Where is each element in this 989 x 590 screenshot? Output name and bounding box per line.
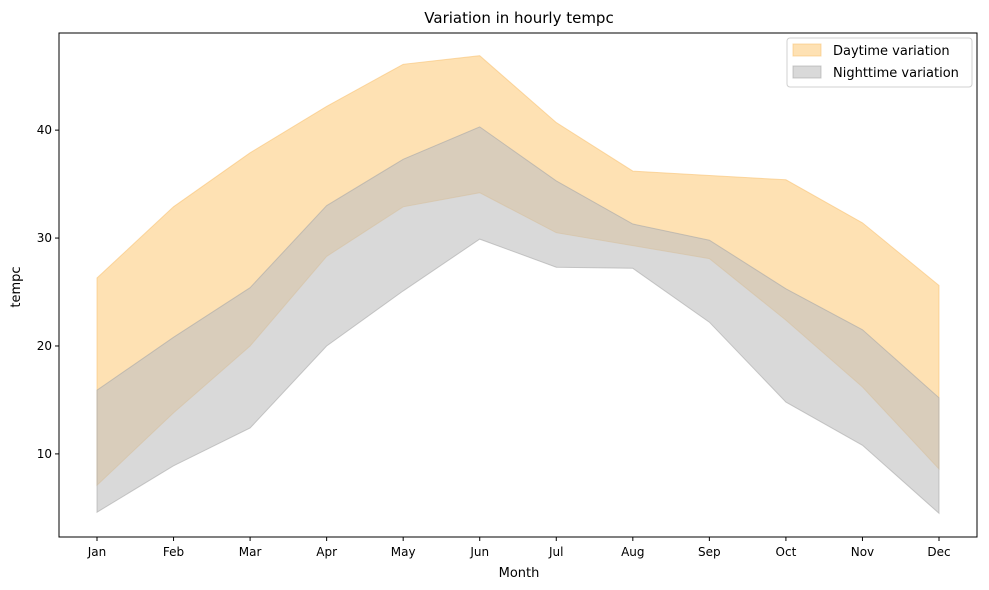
y-axis-label: tempc xyxy=(9,266,24,307)
legend: Daytime variation Nighttime variation xyxy=(786,37,973,88)
chart-title: Variation in hourly tempc xyxy=(424,9,613,27)
x-tick-label: Apr xyxy=(316,545,337,559)
x-tick-label: Sep xyxy=(698,545,721,559)
legend-box xyxy=(786,37,973,88)
plot-frame xyxy=(58,32,978,538)
x-tick-label: Jun xyxy=(469,545,489,559)
x-tick-label: Nov xyxy=(851,545,874,559)
x-tick-label: Mar xyxy=(239,545,262,559)
legend-label-daytime: Daytime variation xyxy=(833,44,950,59)
y-tick-label: 40 xyxy=(37,123,52,137)
legend-swatch-daytime xyxy=(792,43,822,57)
y-axis-ticks: 10 20 30 40 xyxy=(37,123,59,461)
y-tick-label: 20 xyxy=(37,339,52,353)
x-axis-label: Month xyxy=(499,566,540,581)
x-tick-label: Dec xyxy=(927,545,950,559)
area-band-nighttime xyxy=(96,126,940,515)
x-tick-label: Feb xyxy=(163,545,184,559)
x-tick-label: Oct xyxy=(776,545,797,559)
x-tick-label: Aug xyxy=(621,545,644,559)
plot-areas xyxy=(96,55,940,515)
y-tick-label: 30 xyxy=(37,231,52,245)
legend-label-nighttime: Nighttime variation xyxy=(833,66,959,81)
x-axis-ticks: Jan Feb Mar Apr May Jun Jul Aug Sep Oct Nov Dec xyxy=(87,537,951,559)
y-tick-label: 10 xyxy=(37,447,52,461)
x-tick-label: Jul xyxy=(548,545,563,559)
legend-swatch-nighttime xyxy=(792,65,822,79)
x-tick-label: Jan xyxy=(87,545,107,559)
x-tick-label: May xyxy=(391,545,416,559)
